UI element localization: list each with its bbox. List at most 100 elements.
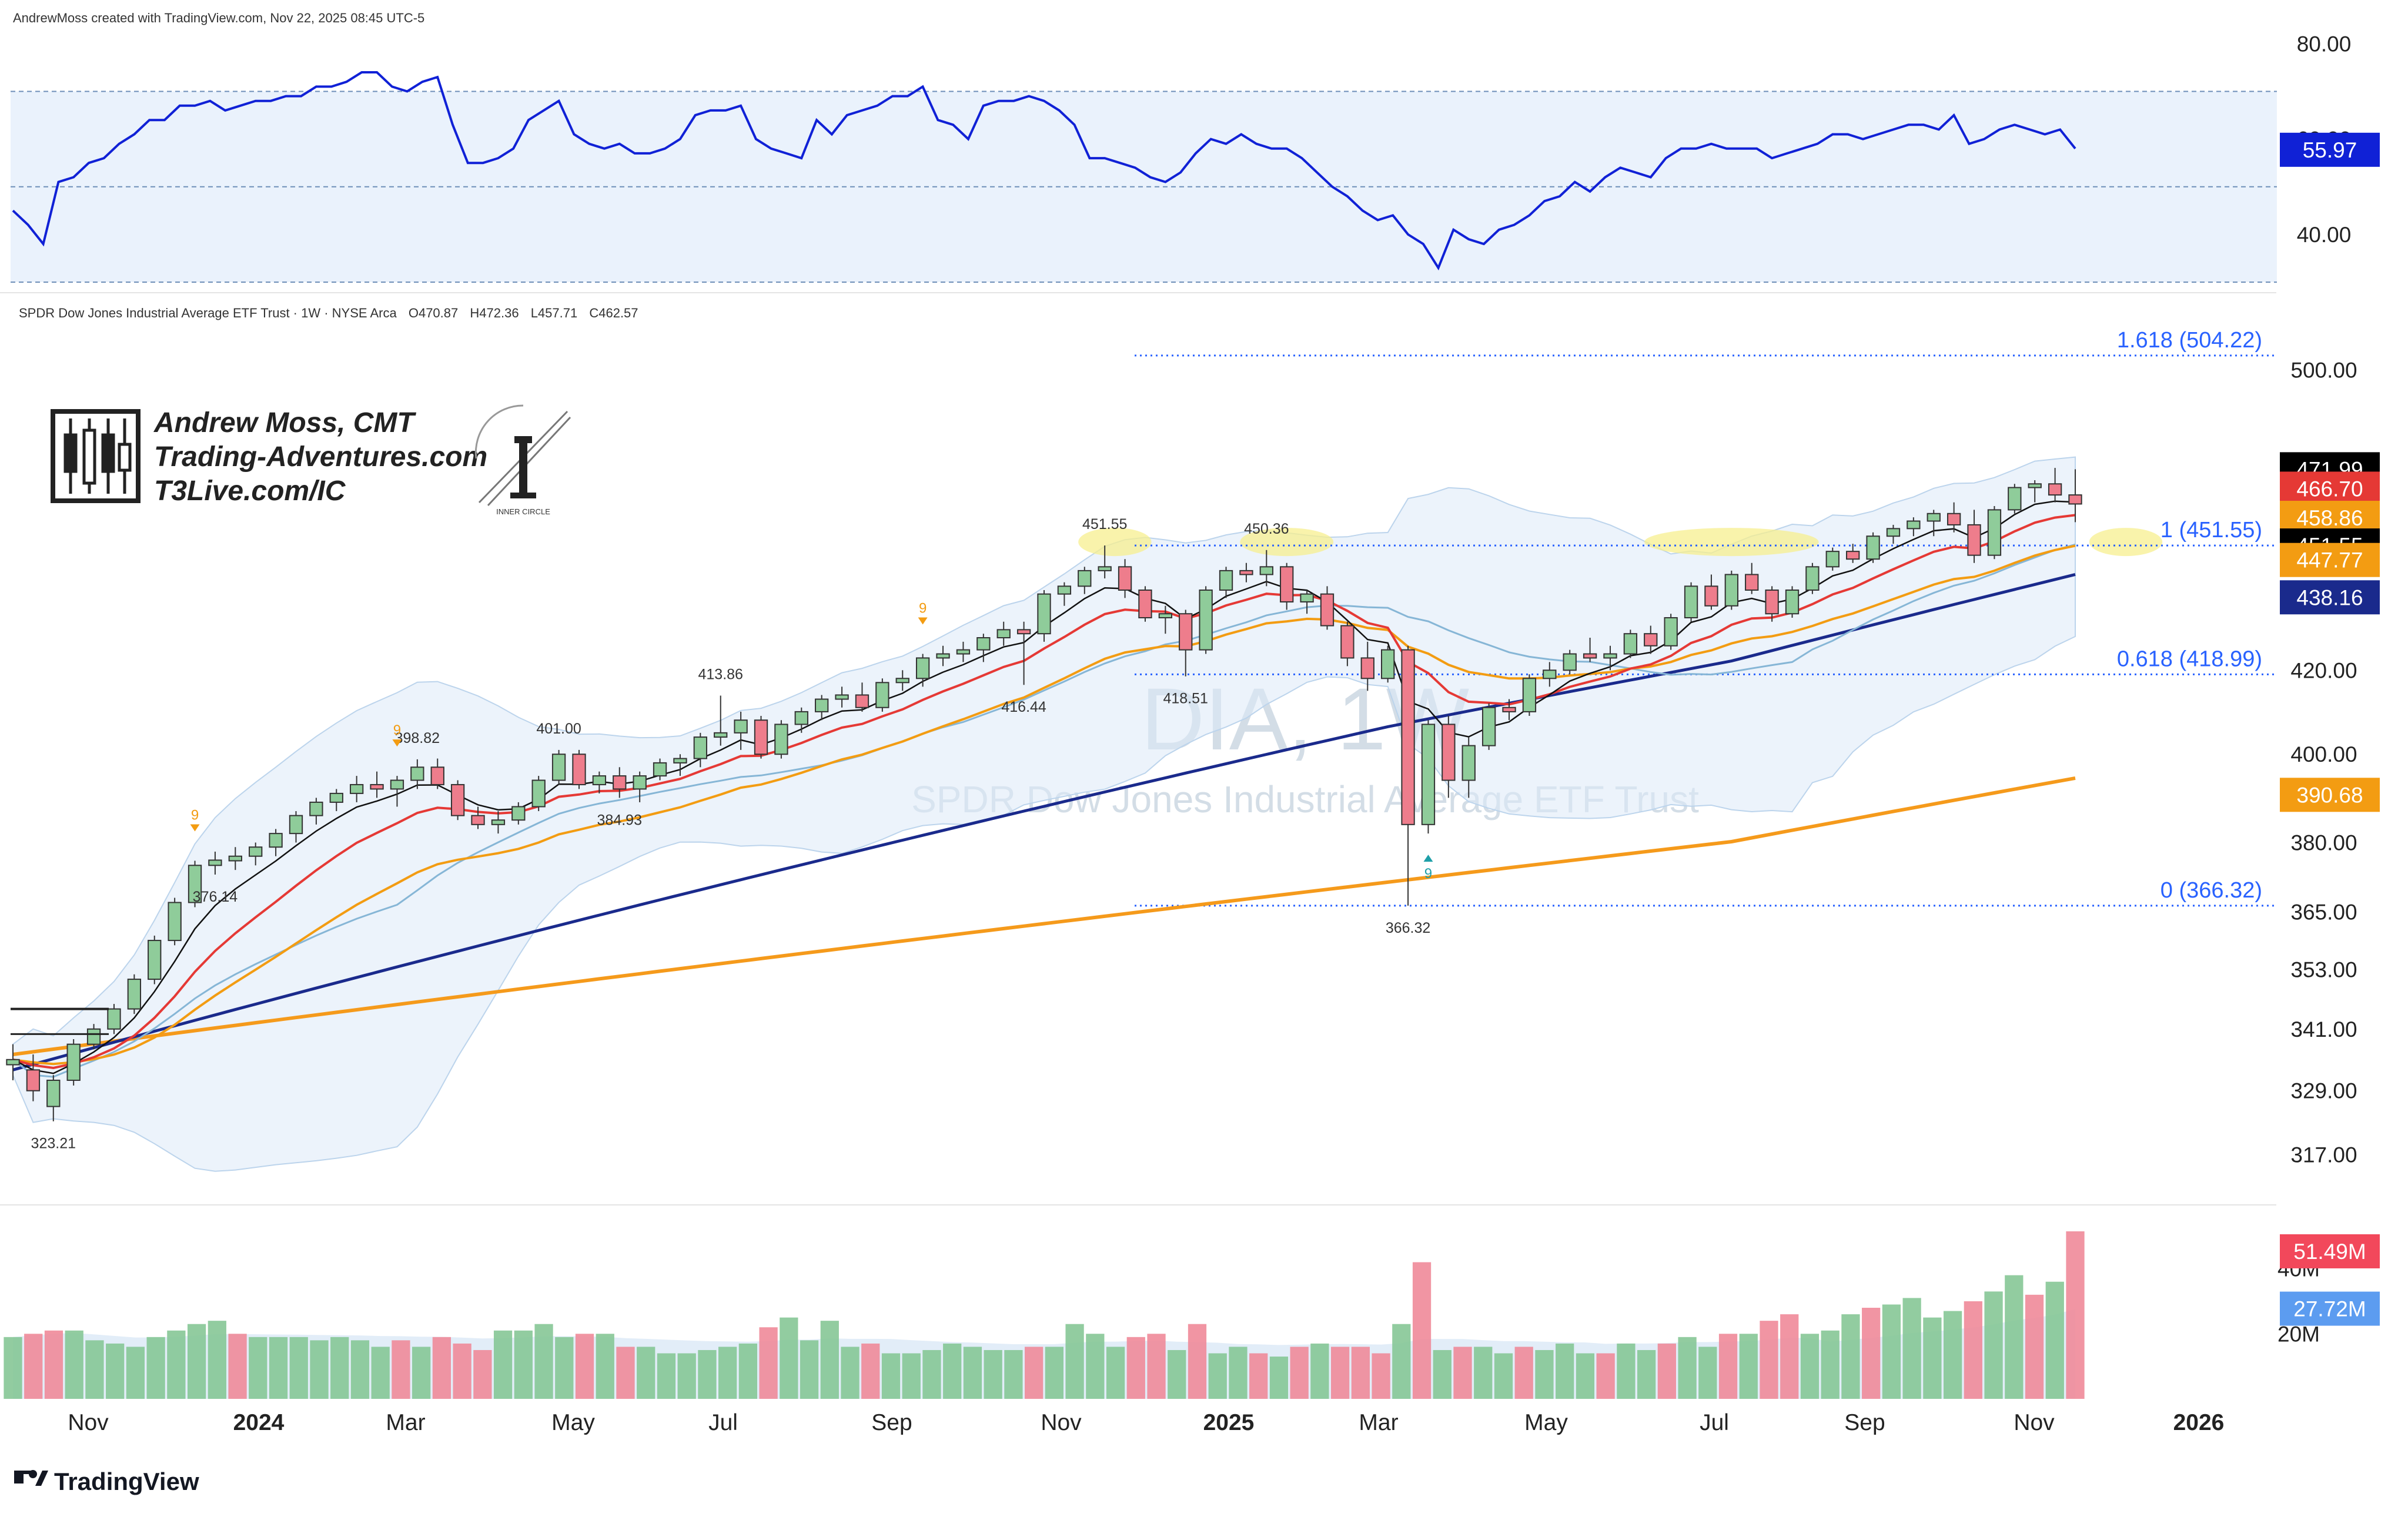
- volume-bar[interactable]: [2025, 1294, 2044, 1399]
- volume-bar[interactable]: [1718, 1334, 1738, 1399]
- volume-bar[interactable]: [1760, 1321, 1778, 1399]
- candle[interactable]: [127, 974, 142, 1014]
- candle[interactable]: [1522, 674, 1537, 716]
- volume-bar[interactable]: [1229, 1347, 1248, 1399]
- volume-bar[interactable]: [1269, 1357, 1289, 1399]
- volume-bar[interactable]: [1065, 1324, 1084, 1399]
- volume-bar[interactable]: [514, 1330, 533, 1399]
- candle[interactable]: [794, 707, 808, 733]
- candle[interactable]: [1704, 574, 1718, 610]
- candle[interactable]: [188, 860, 202, 907]
- volume-bar[interactable]: [902, 1353, 921, 1399]
- volume-bar[interactable]: [963, 1347, 982, 1399]
- tradingview-logo-icon[interactable]: [14, 1470, 48, 1486]
- candle[interactable]: [450, 780, 465, 821]
- candle[interactable]: [613, 767, 627, 798]
- candle[interactable]: [835, 686, 849, 708]
- volume-bar[interactable]: [1514, 1347, 1533, 1399]
- volume-bar[interactable]: [167, 1330, 186, 1399]
- volume-bar[interactable]: [555, 1337, 574, 1399]
- candle[interactable]: [551, 749, 566, 785]
- candle[interactable]: [1259, 550, 1273, 587]
- candle[interactable]: [410, 759, 424, 789]
- candle[interactable]: [1401, 645, 1415, 906]
- volume-bar[interactable]: [1188, 1324, 1207, 1399]
- volume-bar[interactable]: [473, 1349, 492, 1399]
- volume-bar[interactable]: [289, 1337, 308, 1399]
- candle[interactable]: [1907, 517, 1921, 537]
- volume-bar[interactable]: [698, 1349, 717, 1399]
- candle[interactable]: [1421, 720, 1436, 834]
- volume-bar[interactable]: [1372, 1353, 1390, 1399]
- volume-bar[interactable]: [718, 1347, 737, 1399]
- candle[interactable]: [1866, 532, 1880, 563]
- candle[interactable]: [531, 776, 546, 812]
- candle[interactable]: [572, 749, 586, 789]
- candle[interactable]: [1644, 625, 1658, 654]
- candle[interactable]: [309, 798, 323, 825]
- candle[interactable]: [1684, 582, 1698, 622]
- candle[interactable]: [1967, 510, 1981, 563]
- candle[interactable]: [269, 829, 283, 856]
- volume-bar[interactable]: [1576, 1353, 1595, 1399]
- price-pane[interactable]: 1.618 (504.22) 1 (451.55) 0.618 (418.99) 0 …: [6, 328, 2380, 1172]
- candle[interactable]: [430, 758, 444, 789]
- candle[interactable]: [956, 641, 971, 662]
- candle[interactable]: [1745, 562, 1759, 594]
- candle[interactable]: [1158, 605, 1173, 634]
- volume-bar[interactable]: [412, 1347, 431, 1399]
- candle[interactable]: [1381, 645, 1395, 683]
- candle[interactable]: [26, 1054, 41, 1101]
- volume-bar[interactable]: [493, 1330, 513, 1399]
- volume-bar[interactable]: [1310, 1343, 1329, 1399]
- candle[interactable]: [815, 695, 829, 721]
- volume-bar[interactable]: [657, 1353, 676, 1399]
- volume-bar[interactable]: [371, 1347, 390, 1399]
- volume-bar[interactable]: [208, 1321, 226, 1399]
- candle[interactable]: [1927, 510, 1941, 537]
- volume-bar[interactable]: [881, 1353, 901, 1399]
- candle[interactable]: [1563, 649, 1577, 675]
- candle[interactable]: [249, 842, 263, 866]
- volume-bar[interactable]: [1290, 1347, 1309, 1399]
- volume-bar[interactable]: [1882, 1304, 1901, 1399]
- ema10-line[interactable]: [12, 514, 2076, 1070]
- ma200-line[interactable]: [12, 776, 2076, 1056]
- candle[interactable]: [936, 645, 950, 667]
- candle[interactable]: [1603, 645, 1617, 671]
- candle[interactable]: [1179, 610, 1193, 677]
- volume-bar[interactable]: [1412, 1262, 1432, 1399]
- volume-bar[interactable]: [861, 1343, 880, 1399]
- volume-bar[interactable]: [2066, 1231, 2085, 1399]
- candle[interactable]: [875, 678, 889, 712]
- candle[interactable]: [148, 935, 162, 984]
- volume-bar[interactable]: [1106, 1347, 1125, 1399]
- candle[interactable]: [1886, 524, 1901, 544]
- volume-bar[interactable]: [2045, 1281, 2064, 1399]
- volume-bar[interactable]: [1780, 1314, 1799, 1399]
- volume-bar[interactable]: [1535, 1349, 1554, 1399]
- candle[interactable]: [208, 851, 222, 875]
- candle[interactable]: [633, 771, 647, 802]
- candle[interactable]: [107, 1004, 121, 1034]
- volume-bar[interactable]: [1351, 1347, 1370, 1399]
- time-axis[interactable]: Nov 2024 Mar May Jul Sep Nov 2025 Mar May Jul Sep No…: [68, 1410, 2224, 1435]
- candle[interactable]: [370, 771, 384, 798]
- candle[interactable]: [2028, 480, 2042, 503]
- candle[interactable]: [2008, 484, 2022, 514]
- candle[interactable]: [2068, 469, 2082, 523]
- volume-bar[interactable]: [1902, 1298, 1921, 1399]
- ema21-line[interactable]: [12, 544, 2076, 1066]
- volume-bar[interactable]: [126, 1347, 145, 1399]
- volume-bar[interactable]: [1330, 1347, 1350, 1399]
- volume-bar[interactable]: [984, 1349, 1002, 1399]
- candle[interactable]: [2048, 468, 2062, 503]
- candle[interactable]: [976, 634, 991, 662]
- volume-bar[interactable]: [1637, 1349, 1656, 1399]
- volume-bar[interactable]: [1392, 1324, 1411, 1399]
- volume-bar[interactable]: [1698, 1347, 1717, 1399]
- volume-bar[interactable]: [1862, 1308, 1881, 1399]
- candle[interactable]: [1765, 586, 1779, 622]
- volume-bar[interactable]: [637, 1347, 655, 1399]
